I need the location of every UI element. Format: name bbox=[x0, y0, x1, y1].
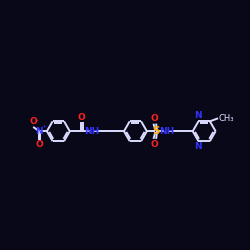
Text: O: O bbox=[151, 140, 158, 148]
Text: S: S bbox=[152, 126, 160, 136]
Text: O: O bbox=[29, 117, 37, 126]
Text: NH: NH bbox=[84, 127, 99, 136]
Text: N: N bbox=[35, 127, 43, 136]
Text: O: O bbox=[151, 114, 158, 123]
Text: -: - bbox=[36, 117, 38, 123]
Text: N: N bbox=[194, 111, 202, 120]
Text: NH: NH bbox=[159, 127, 174, 136]
Text: +: + bbox=[42, 124, 47, 129]
Text: O: O bbox=[35, 140, 43, 148]
Text: CH₃: CH₃ bbox=[218, 114, 234, 123]
Text: N: N bbox=[194, 142, 202, 152]
Text: O: O bbox=[78, 114, 85, 122]
